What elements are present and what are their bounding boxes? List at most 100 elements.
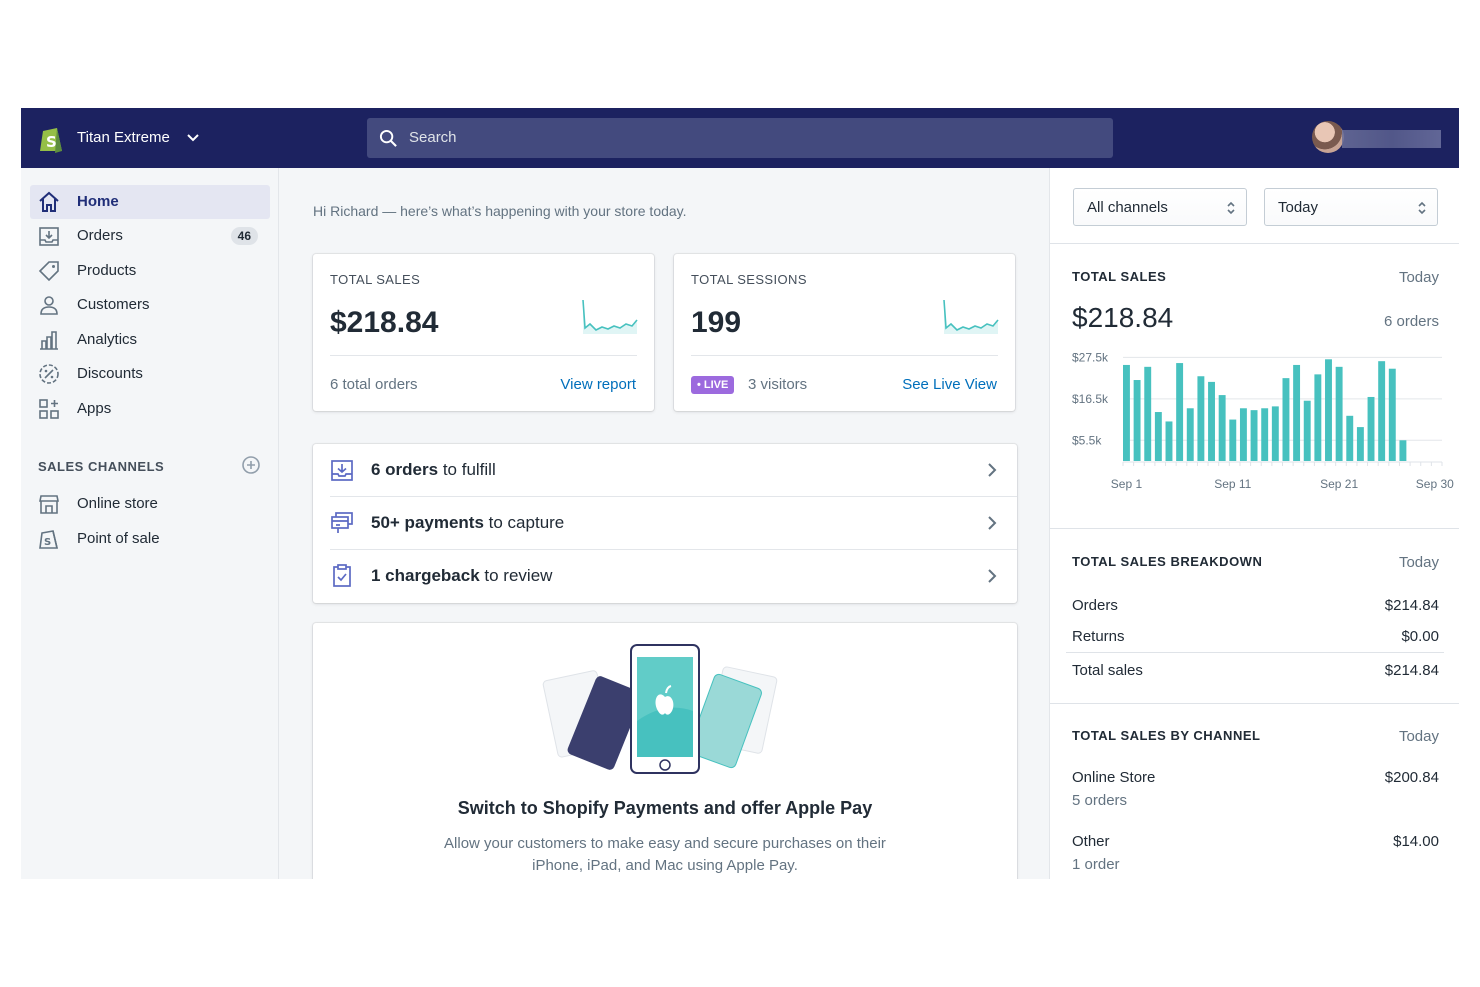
sales-bar-chart: $27.5k $16.5k $5.5k Sep 1 Sep 11 Sep 21 Sep 30 xyxy=(1072,350,1454,491)
tasks-card: 6 orders to fulfill 50+ payments to capt… xyxy=(313,444,1017,603)
card-value: $218.84 xyxy=(330,306,439,339)
promo-title: Switch to Shopify Payments and offer App… xyxy=(457,798,873,818)
sidebar: Home Orders 46 Products Customers xyxy=(21,168,279,879)
divider xyxy=(330,496,1017,497)
chart-y-tick-label: $16.5k xyxy=(1072,392,1109,406)
card-title: TOTAL SESSIONS xyxy=(691,272,807,287)
date-select[interactable]: Today xyxy=(1264,188,1438,226)
view-report-link[interactable]: View report xyxy=(560,376,636,393)
clipboard-check-icon xyxy=(333,564,351,587)
sidebar-item-online-store[interactable]: Online store xyxy=(30,487,270,521)
user-name-redacted[interactable] xyxy=(1342,130,1441,148)
chart-x-tick-label: Sep 30 xyxy=(1416,477,1454,491)
task-fulfill-orders[interactable]: 6 orders to fulfill xyxy=(313,444,1017,497)
sidebar-item-label: Home xyxy=(77,193,119,210)
sidebar-item-apps[interactable]: Apps xyxy=(30,392,270,426)
sidebar-item-home[interactable]: Home xyxy=(30,185,270,219)
sales-channels-heading: SALES CHANNELS xyxy=(38,459,165,474)
sidebar-item-label: Products xyxy=(77,262,137,279)
chart-y-tick-label: $5.5k xyxy=(1072,433,1102,447)
chart-bar xyxy=(1218,395,1226,461)
breakdown-value: $214.84 xyxy=(1384,597,1439,614)
chart-bar xyxy=(1165,421,1173,461)
bar-chart-icon xyxy=(40,331,58,350)
divider xyxy=(1050,243,1459,244)
chart-bar xyxy=(1176,363,1184,461)
chart-bar xyxy=(1293,364,1301,461)
chart-y-tick-label: $27.5k xyxy=(1072,350,1109,364)
channel-orders: 1 order xyxy=(1072,856,1120,873)
channel-select[interactable]: All channels xyxy=(1073,188,1247,226)
chart-bar xyxy=(1123,364,1130,461)
sparkline xyxy=(582,299,638,334)
chevron-right-icon xyxy=(988,569,997,583)
chart-x-tick-label: Sep 21 xyxy=(1320,477,1358,491)
chart-bar xyxy=(1186,408,1194,461)
divider xyxy=(330,355,637,356)
app-window: S Titan Extreme Search Home xyxy=(21,108,1459,879)
by-channel-heading: TOTAL SALES BY CHANNEL xyxy=(1072,728,1261,743)
store-name[interactable]: Titan Extreme xyxy=(77,129,170,146)
chart-bar xyxy=(1197,376,1205,461)
top-bar: S Titan Extreme Search xyxy=(21,108,1459,168)
search-input[interactable]: Search xyxy=(409,129,457,146)
breakdown-label: Returns xyxy=(1072,628,1125,645)
apple-pay-illustration-icon xyxy=(542,644,778,774)
date-select-value: Today xyxy=(1278,199,1319,216)
orders-count-badge: 46 xyxy=(230,227,258,245)
orders-icon xyxy=(39,227,59,246)
breakdown-label: Orders xyxy=(1072,597,1118,614)
chart-bar xyxy=(1356,427,1364,461)
fulfill-icon xyxy=(331,460,353,481)
select-arrows-icon xyxy=(1418,201,1426,215)
chart-bar xyxy=(1133,380,1141,461)
total-sales-heading: TOTAL SALES xyxy=(1072,269,1167,284)
sidebar-item-discounts[interactable]: Discounts xyxy=(30,357,270,391)
search-bar[interactable]: Search xyxy=(367,118,1113,158)
task-review-chargeback[interactable]: 1 chargeback to review xyxy=(313,550,1017,603)
live-badge: • LIVE xyxy=(691,376,735,394)
sparkline xyxy=(943,299,999,334)
svg-text:S: S xyxy=(44,537,51,548)
apps-icon xyxy=(39,399,59,419)
task-capture-payments[interactable]: 50+ payments to capture xyxy=(313,497,1017,550)
promo-body: Allow your customers to make easy and se… xyxy=(444,835,886,874)
period-label: Today xyxy=(1398,554,1439,571)
chart-bar xyxy=(1239,408,1247,461)
channel-label: Online Store xyxy=(1072,769,1156,786)
sidebar-item-label: Discounts xyxy=(77,365,143,382)
channel-value: $200.84 xyxy=(1384,769,1439,786)
chevron-right-icon xyxy=(988,463,997,477)
card-title: TOTAL SALES xyxy=(330,272,421,287)
home-icon xyxy=(39,191,59,212)
period-label: Today xyxy=(1398,728,1439,745)
sidebar-item-orders[interactable]: Orders 46 xyxy=(30,219,270,253)
sidebar-item-customers[interactable]: Customers xyxy=(30,288,270,322)
shopify-logo-icon[interactable]: S xyxy=(37,124,65,154)
sidebar-item-products[interactable]: Products xyxy=(30,254,270,288)
pos-icon: S xyxy=(39,530,59,549)
chart-bar xyxy=(1208,381,1215,461)
person-icon xyxy=(40,296,58,315)
chart-x-tick-label: Sep 1 xyxy=(1111,477,1143,491)
chart-bar xyxy=(1314,374,1322,461)
chevron-down-icon[interactable] xyxy=(185,130,201,146)
sidebar-item-point-of-sale[interactable]: S Point of sale xyxy=(30,522,270,556)
see-live-view-link[interactable]: See Live View xyxy=(902,376,997,393)
chart-bar xyxy=(1399,440,1407,461)
total-sales-value: $218.84 xyxy=(1072,302,1174,333)
add-circle-icon[interactable] xyxy=(241,455,261,475)
divider xyxy=(330,549,1017,550)
sidebar-item-label: Customers xyxy=(77,296,150,313)
sidebar-item-analytics[interactable]: Analytics xyxy=(30,323,270,357)
chart-bar xyxy=(1261,408,1269,461)
task-text: 1 chargeback to review xyxy=(371,566,553,585)
channel-select-value: All channels xyxy=(1087,199,1168,216)
greeting: Hi Richard — here’s what’s happening wit… xyxy=(313,203,687,219)
chart-bar xyxy=(1335,366,1343,461)
orders-count: 6 orders xyxy=(1383,313,1439,330)
chart-bar xyxy=(1154,412,1162,461)
channel-label: Other xyxy=(1072,833,1110,850)
avatar[interactable] xyxy=(1312,121,1344,153)
breakdown-value: $0.00 xyxy=(1401,628,1439,645)
